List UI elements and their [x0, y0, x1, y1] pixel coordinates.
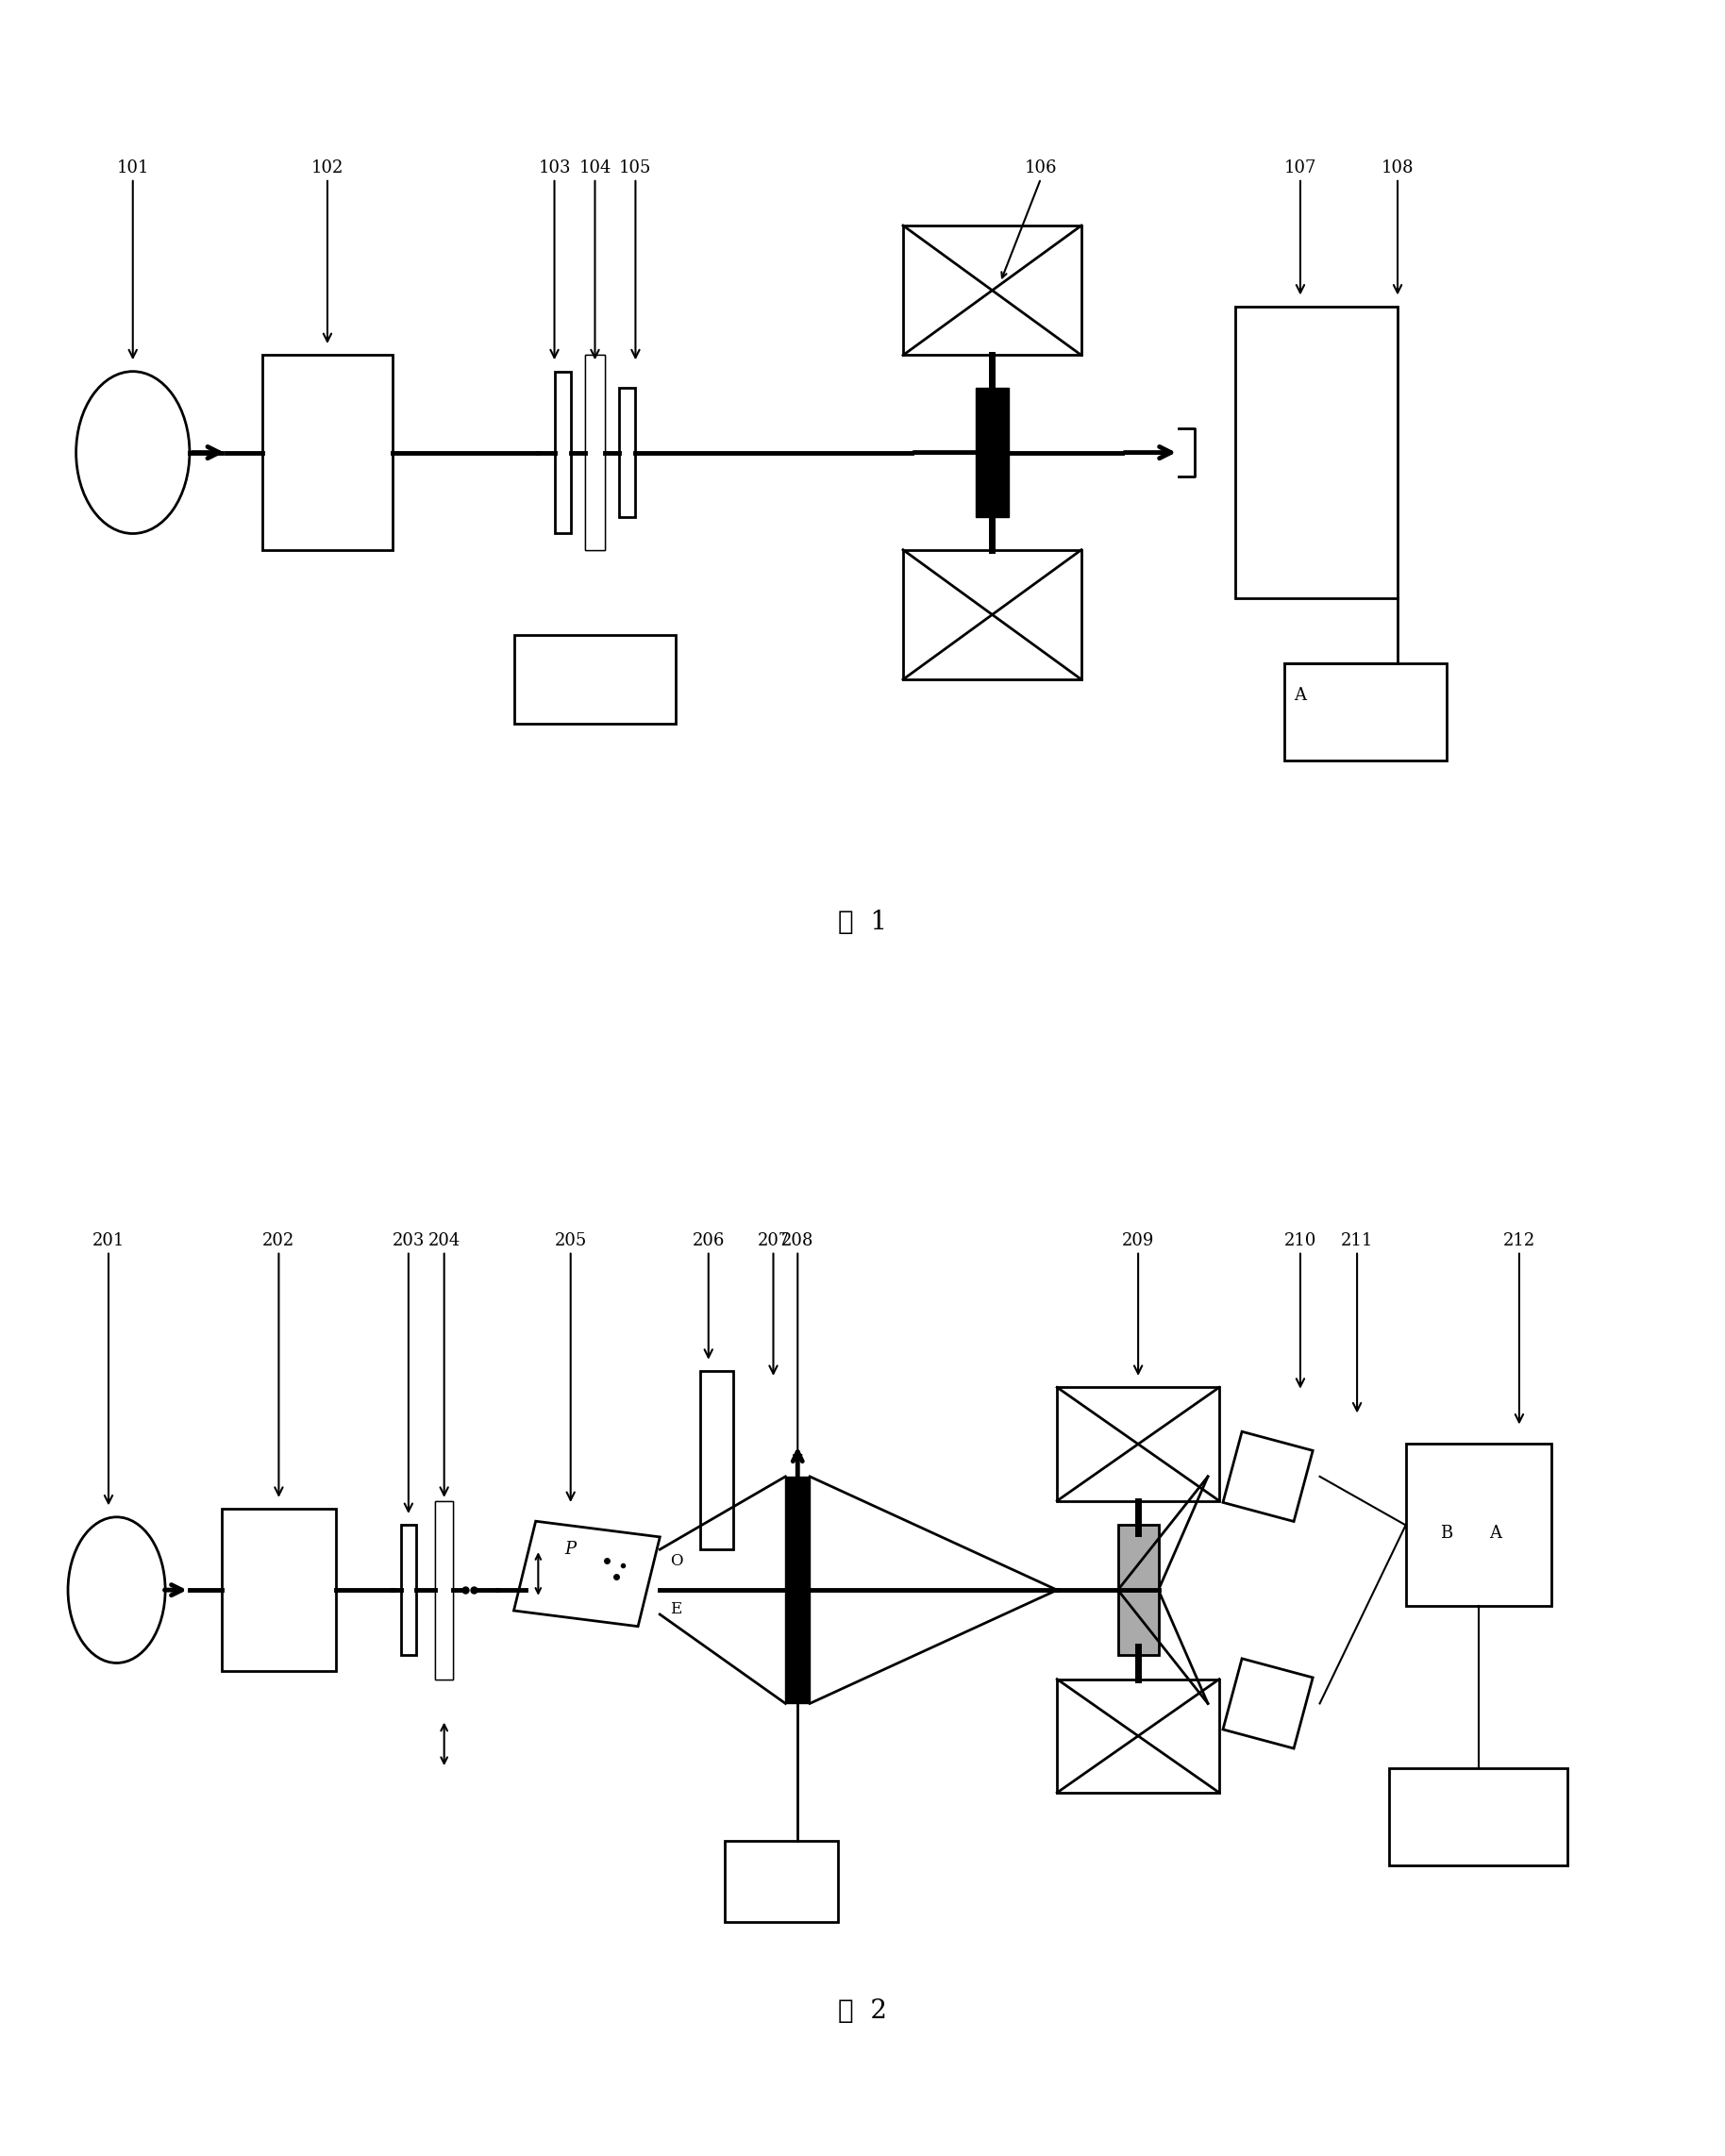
Text: 107: 107	[1283, 160, 1316, 177]
Text: 105: 105	[619, 160, 652, 177]
Bar	[724, 1841, 838, 1923]
Text: O: O	[669, 1552, 683, 1570]
Text: 208: 208	[781, 1233, 814, 1250]
Bar	[435, 1501, 454, 1680]
Bar	[904, 226, 1082, 356]
Bar	[435, 1501, 454, 1680]
Bar	[585, 356, 605, 550]
Text: 102: 102	[310, 160, 343, 177]
Text: 201: 201	[91, 1233, 124, 1250]
Bar	[1283, 664, 1446, 761]
Bar	[1057, 1680, 1220, 1792]
Text: 211: 211	[1340, 1233, 1373, 1250]
Bar	[785, 1477, 809, 1703]
Text: P: P	[564, 1542, 576, 1559]
Text: 212: 212	[1502, 1233, 1535, 1250]
Bar	[1235, 306, 1397, 599]
Bar	[223, 1509, 335, 1671]
Bar	[1118, 1524, 1159, 1656]
Bar	[619, 388, 635, 517]
Text: A: A	[1294, 688, 1306, 705]
Text: 204: 204	[428, 1233, 461, 1250]
Text: 图  2: 图 2	[838, 1999, 887, 2024]
Text: 108: 108	[1382, 160, 1414, 177]
Bar	[1390, 1768, 1568, 1865]
Bar	[554, 371, 571, 533]
Text: 207: 207	[757, 1233, 790, 1250]
Text: 205: 205	[554, 1233, 586, 1250]
Bar	[1406, 1445, 1551, 1606]
Text: 106: 106	[1025, 160, 1057, 177]
Bar	[700, 1371, 733, 1550]
Bar	[1118, 1524, 1159, 1656]
Bar	[262, 356, 392, 550]
Text: 209: 209	[1121, 1233, 1154, 1250]
Text: 202: 202	[262, 1233, 295, 1250]
Text: 203: 203	[392, 1233, 424, 1250]
Bar	[1057, 1386, 1220, 1501]
Text: 210: 210	[1283, 1233, 1316, 1250]
Text: 104: 104	[578, 160, 611, 177]
Bar	[904, 550, 1082, 679]
Bar	[514, 634, 676, 724]
Text: 图  1: 图 1	[838, 910, 887, 936]
Bar	[585, 356, 605, 550]
Text: A: A	[1489, 1524, 1501, 1542]
Bar	[402, 1524, 416, 1656]
Text: 103: 103	[538, 160, 571, 177]
Text: B: B	[1440, 1524, 1452, 1542]
Text: E: E	[671, 1602, 681, 1617]
Bar	[976, 388, 1009, 517]
Text: 206: 206	[692, 1233, 724, 1250]
Text: 101: 101	[117, 160, 148, 177]
